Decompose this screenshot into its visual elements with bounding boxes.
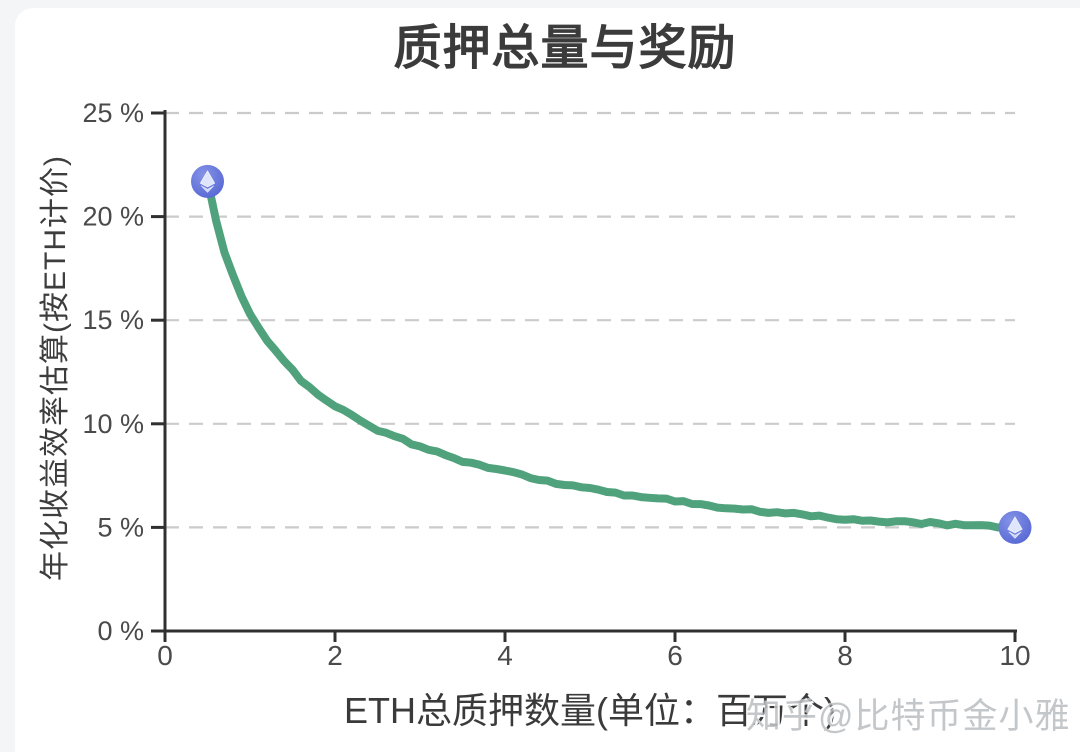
- x-tick-label: 8: [837, 640, 853, 671]
- watermark: 知乎@比特币金小雅: [746, 697, 1071, 736]
- x-axis-title: ETH总质押数量(单位：百万个): [344, 690, 836, 731]
- eth-marker-end[interactable]: [998, 510, 1032, 544]
- x-tick-label: 2: [327, 640, 343, 671]
- y-tick-label: 15 %: [82, 305, 144, 335]
- eth-icon-base: [200, 185, 215, 193]
- eth-marker-start[interactable]: [191, 164, 224, 198]
- eth-icon: [1007, 516, 1023, 534]
- chart-card: [15, 8, 1080, 752]
- x-tick-label: 10: [999, 640, 1030, 671]
- y-tick-label: 0 %: [97, 616, 144, 646]
- y-tick-label: 10 %: [82, 409, 144, 439]
- y-tick-label: 20 %: [82, 202, 144, 232]
- chart-title: 质押总量与奖励: [393, 22, 737, 75]
- y-tick-label: 25 %: [82, 98, 144, 128]
- x-tick-label: 6: [667, 640, 683, 671]
- x-tick-label: 0: [157, 640, 173, 671]
- apr-curve: [203, 176, 1019, 532]
- y-tick-label: 5 %: [97, 512, 144, 542]
- x-tick-label: 4: [497, 640, 513, 671]
- eth-icon-base: [1008, 531, 1022, 539]
- eth-icon: [199, 170, 216, 188]
